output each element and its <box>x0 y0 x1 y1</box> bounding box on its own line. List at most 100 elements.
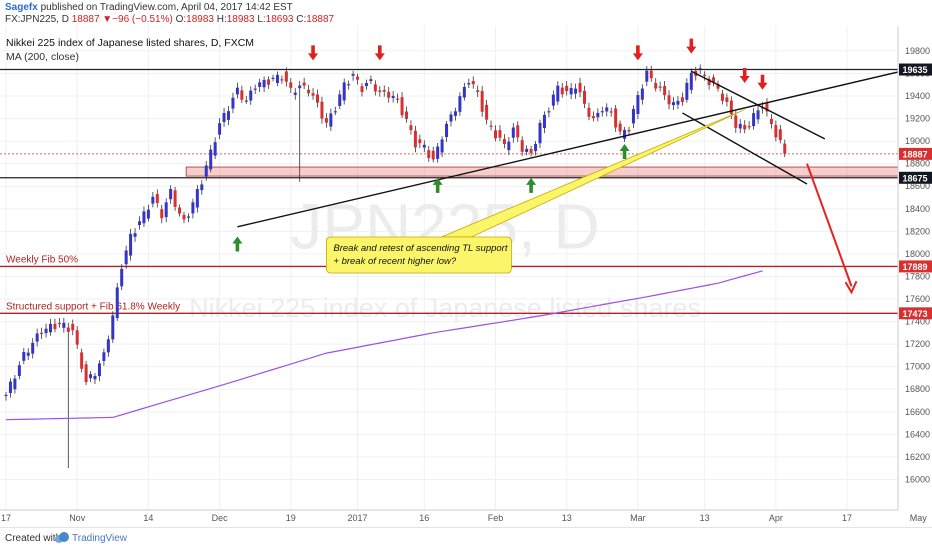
chart-header: Sagefx published on TradingView.com, Apr… <box>0 0 932 26</box>
tradingview-brand[interactable]: TradingView <box>72 533 128 544</box>
candle-down <box>489 125 493 127</box>
candle-down <box>583 90 586 104</box>
candle-up <box>195 189 199 208</box>
candle-down <box>587 107 591 117</box>
candle-up <box>142 211 146 224</box>
y-tick-label: 17200 <box>905 339 930 349</box>
candle-down <box>485 104 489 120</box>
candle-up <box>547 111 551 113</box>
candle-up <box>258 82 262 87</box>
watermark-name: Nikkei 225 index of Japanese listed shar… <box>189 293 701 323</box>
candle-up <box>685 82 689 100</box>
candle-down <box>396 98 400 100</box>
candle-down <box>405 111 408 119</box>
candle-down <box>618 123 622 132</box>
candle-down <box>516 125 520 138</box>
candle-up <box>636 95 640 114</box>
x-tick-label: May <box>910 513 928 523</box>
candle-down <box>40 332 44 335</box>
candle-up <box>191 202 195 214</box>
candle-up <box>138 221 141 226</box>
candle-up <box>391 95 395 99</box>
candle-up <box>458 96 462 112</box>
price-tag-label: 18887 <box>902 149 927 159</box>
candle-down <box>565 85 569 92</box>
candle-down <box>284 71 288 82</box>
trendline <box>690 70 826 140</box>
candle-up <box>342 82 346 101</box>
callout-text-line2: + break of recent higher low? <box>333 256 456 267</box>
chart-title: Nikkei 225 index of Japanese listed shar… <box>6 37 254 49</box>
candle-up <box>351 74 355 76</box>
close-label: C: <box>296 14 307 25</box>
y-tick-label: 16000 <box>905 474 930 484</box>
candle-up <box>738 123 742 129</box>
publish-line: Sagefx published on TradingView.com, Apr… <box>5 2 293 13</box>
candle-up <box>169 188 173 200</box>
candle-up <box>200 184 204 191</box>
moving-average-line <box>5 270 763 421</box>
candle-up <box>8 381 12 393</box>
candle-down <box>560 87 564 95</box>
y-tick-label: 17800 <box>905 271 930 281</box>
candle-up <box>13 378 17 390</box>
candle-down <box>431 150 435 160</box>
red-arrow-down-icon <box>686 38 697 54</box>
candle-down <box>53 323 57 330</box>
green-arrow-up-icon <box>526 177 537 193</box>
candle-up <box>218 123 222 135</box>
candle-down <box>529 148 533 154</box>
candle-down <box>373 84 377 92</box>
red-arrow-down-icon <box>757 74 768 90</box>
tradingview-logo-icon <box>55 532 69 543</box>
candle-up <box>4 394 8 397</box>
candle-up <box>449 114 453 122</box>
price-tag-box <box>899 147 932 160</box>
candle-up <box>440 139 444 153</box>
candle-up <box>89 374 93 379</box>
candle-down <box>418 139 422 144</box>
price-tag-label: 17889 <box>902 262 927 272</box>
author-name[interactable]: Sagefx <box>5 2 38 13</box>
candle-up <box>129 233 133 256</box>
big-arrow-head-icon <box>844 280 858 295</box>
candle-up <box>97 363 101 377</box>
y-tick-label: 16600 <box>905 407 930 417</box>
published-text: published on TradingView.com, April 04, … <box>37 2 293 13</box>
candle-down <box>578 83 582 93</box>
candle-up <box>676 100 680 105</box>
candle-down <box>173 190 177 207</box>
candle-down <box>324 118 328 123</box>
candle-up <box>462 86 466 98</box>
y-tick-label: 18400 <box>905 204 930 214</box>
ohlc-line: FX:JPN225, D 18887 ▼−96 (−0.51%) O:18983… <box>5 14 334 25</box>
candle-up <box>364 83 368 87</box>
x-tick-label: Feb <box>488 513 504 523</box>
candle-up <box>329 113 333 127</box>
candle-up <box>22 352 26 361</box>
red-arrow-down-icon <box>374 45 385 61</box>
candle-down <box>774 125 778 138</box>
y-tick-label: 18800 <box>905 159 930 169</box>
candle-down <box>654 82 658 89</box>
candle-up <box>569 87 573 95</box>
candle-down <box>765 103 769 112</box>
x-tick-label: 2017 <box>348 513 368 523</box>
high-label: H: <box>216 14 227 25</box>
candle-down <box>769 118 773 124</box>
candle-down <box>743 125 747 130</box>
y-tick-label: 17400 <box>905 317 930 327</box>
candle-up <box>271 77 275 80</box>
candle-up <box>605 107 609 112</box>
candle-down <box>627 129 631 132</box>
candle-up <box>124 250 128 265</box>
candle-up <box>333 111 337 113</box>
candle-up <box>525 148 529 153</box>
candles <box>4 64 787 469</box>
trendline <box>237 63 932 228</box>
candle-down <box>720 93 724 101</box>
y-tick-label: 16800 <box>905 384 930 394</box>
candle-up <box>645 70 649 82</box>
candle-up <box>453 111 457 116</box>
